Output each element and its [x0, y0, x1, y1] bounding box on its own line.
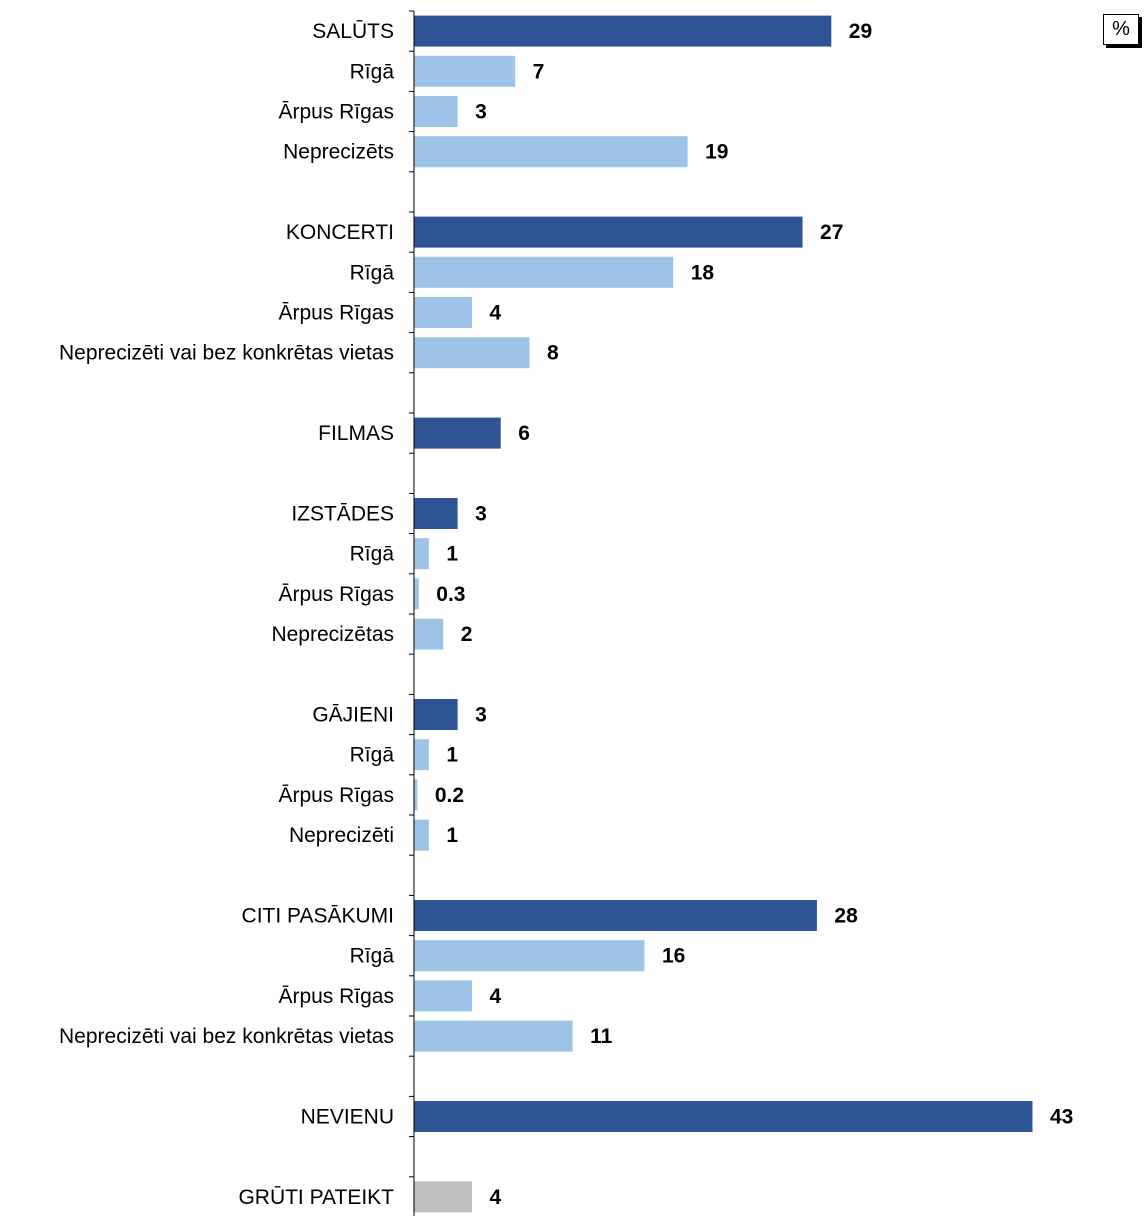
- data-label: 4: [489, 985, 501, 1008]
- bar: [414, 779, 418, 811]
- data-label: 1: [446, 824, 458, 847]
- bar: [414, 256, 674, 288]
- category-label: Rīgā: [350, 945, 395, 968]
- category-label: Rīgā: [350, 60, 395, 83]
- unit-label: %: [1103, 14, 1139, 45]
- category-label: Rīgā: [350, 543, 395, 566]
- data-label: 18: [691, 261, 715, 284]
- bar: [414, 337, 530, 369]
- category-label: IZSTĀDES: [291, 503, 394, 526]
- category-label: Ārpus Rīgas: [278, 302, 394, 325]
- bar: [414, 216, 803, 248]
- category-label: Rīgā: [350, 744, 395, 767]
- category-label: Neprecizēti vai bez konkrētas vietas: [59, 342, 394, 365]
- bar: [414, 578, 419, 610]
- data-label: 0.2: [435, 784, 464, 807]
- data-label: 3: [475, 503, 487, 526]
- category-label: SALŪTS: [312, 20, 394, 43]
- data-label: 0.3: [436, 583, 465, 606]
- data-label: 3: [475, 704, 487, 727]
- category-label: Ārpus Rīgas: [278, 583, 394, 606]
- data-label: 6: [518, 422, 530, 445]
- category-label: Ārpus Rīgas: [278, 784, 394, 807]
- data-label: 1: [446, 543, 458, 566]
- category-label: Ārpus Rīgas: [278, 101, 394, 124]
- data-label: 29: [849, 20, 872, 43]
- data-label: 11: [590, 1025, 613, 1048]
- category-label: Neprecizēti: [289, 824, 394, 847]
- category-label: Ārpus Rīgas: [278, 985, 394, 1008]
- bar: [414, 819, 429, 851]
- data-label: 8: [547, 342, 559, 365]
- data-label: 7: [533, 60, 545, 83]
- category-label: Neprecizēti vai bez konkrētas vietas: [59, 1025, 394, 1048]
- category-label: CITI PASĀKUMI: [242, 905, 394, 928]
- category-label: GĀJIENI: [312, 704, 394, 727]
- category-label: FILMAS: [318, 422, 394, 445]
- data-label: 1: [446, 744, 458, 767]
- bar: [414, 1101, 1033, 1132]
- data-label: 19: [705, 141, 728, 164]
- data-label: 16: [662, 945, 685, 968]
- category-label: NEVIENU: [301, 1106, 394, 1129]
- bar: [414, 900, 817, 931]
- category-label: KONCERTI: [286, 221, 394, 244]
- bar: [414, 940, 645, 972]
- category-label: Neprecizēts: [283, 141, 394, 164]
- data-label: 43: [1050, 1106, 1073, 1129]
- data-label: 27: [820, 221, 843, 244]
- category-label: GRŪTI PATEIKT: [238, 1186, 394, 1209]
- bar: [414, 618, 444, 650]
- data-label: 4: [489, 302, 501, 325]
- bar: [414, 498, 458, 529]
- data-label: 28: [834, 905, 858, 928]
- bar: [414, 1181, 472, 1213]
- bar: [414, 699, 458, 730]
- category-label: Neprecizētas: [271, 623, 394, 646]
- data-label: 3: [475, 101, 487, 124]
- category-label: Rīgā: [350, 261, 395, 284]
- bar: [414, 1020, 573, 1052]
- data-label: 4: [489, 1186, 501, 1209]
- bar: [414, 538, 429, 570]
- data-label: 2: [461, 623, 473, 646]
- bar: [414, 417, 501, 449]
- bar: [414, 55, 516, 87]
- bar: [414, 136, 688, 168]
- bar: [414, 980, 472, 1012]
- bar: [414, 297, 472, 328]
- bar: [414, 15, 832, 47]
- bar: [414, 96, 458, 127]
- bar: [414, 739, 429, 771]
